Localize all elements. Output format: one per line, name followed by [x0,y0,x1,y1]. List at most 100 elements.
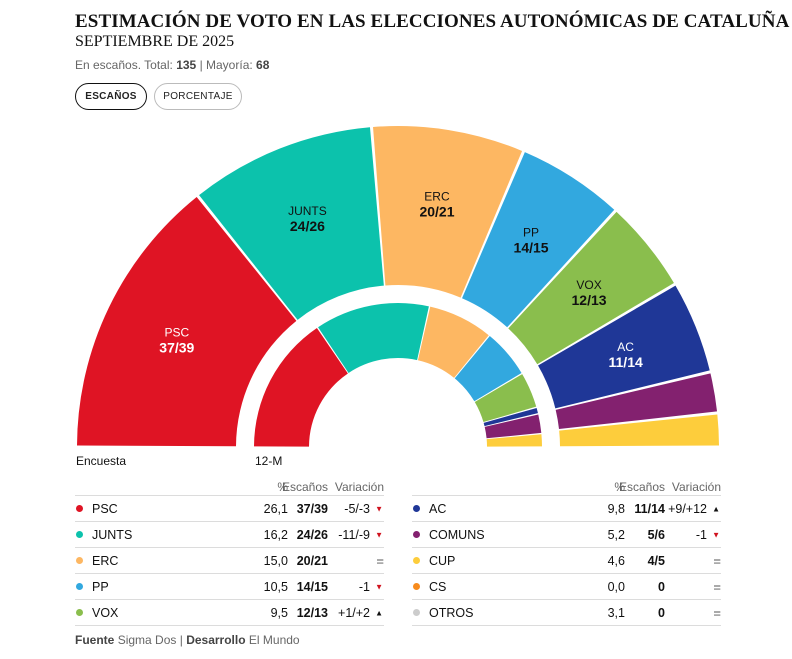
party-seats: 12/13 [296,605,328,620]
table-row: PSC 26,1 37/39 -5/-3 ▼ [75,495,384,521]
header-pct: % [277,479,288,494]
party-name: ERC [92,553,119,568]
party-color-dot [413,531,420,538]
trend-up-icon: ▲ [375,608,383,617]
outer-segment-ac[interactable] [538,285,710,409]
trend-equal-icon: = [713,579,721,594]
seg-party-label-psc: PSC [164,325,189,339]
outer-segment-junts[interactable] [199,127,384,320]
trend-up-icon: ▲ [712,504,720,513]
party-percent: 3,1 [607,605,625,620]
party-color-dot [413,505,420,512]
party-variation: +1/+2 [338,605,370,620]
seg-seats-label-pp: 14/15 [514,240,549,256]
party-color-dot [76,583,83,590]
table-row: AC 9,8 11/14 +9/+12 ▲ [412,495,721,521]
seg-seats-label-junts: 24/26 [290,218,325,234]
party-percent: 15,0 [263,553,288,568]
party-percent: 4,6 [607,553,625,568]
seg-seats-label-ac: 11/14 [609,354,643,370]
header-seats: Escaños [281,479,328,494]
table-row: OTROS 3,1 0 = [412,599,721,626]
seg-seats-label-vox: 12/13 [572,292,607,308]
inner-segment-ac[interactable] [483,407,538,427]
chart-footer: Fuente Sigma Dos | Desarrollo El Mundo [75,633,300,647]
header-pct: % [614,479,625,494]
party-seats: 14/15 [296,579,328,594]
party-seats: 0 [658,605,665,620]
party-percent: 9,8 [607,501,625,516]
summary-total-value: 135 [176,58,197,72]
table-row: CUP 4,6 4/5 = [412,547,721,573]
party-name: OTROS [429,605,474,620]
party-color-dot [76,531,83,538]
inner-segment-erc[interactable] [417,306,489,378]
seg-seats-label-erc: 20/21 [419,204,454,220]
party-name: PSC [92,501,118,516]
outer-segment-psc[interactable] [77,196,297,447]
summary-total-label: En escaños. Total: [75,58,173,72]
trend-equal-icon: = [376,553,384,568]
outer-segment-vox[interactable] [508,211,674,365]
trend-down-icon: ▼ [712,530,720,539]
inner-segment-comuns[interactable] [484,414,542,439]
outer-segment-pp[interactable] [462,152,615,328]
inner-segment-junts[interactable] [318,303,429,373]
trend-down-icon: ▼ [375,582,383,591]
header-variation: Variación [671,479,721,494]
party-seats: 37/39 [296,501,328,516]
outer-segment-comuns[interactable] [555,373,718,430]
party-name: AC [429,501,447,516]
party-color-dot [413,609,420,616]
trend-down-icon: ▼ [375,530,383,539]
party-name: PP [92,579,109,594]
table-row: VOX 9,5 12/13 +1/+2 ▲ [75,599,384,626]
outer-segment-erc[interactable] [373,126,523,298]
outer-segment-cup[interactable] [559,414,719,447]
party-percent: 10,5 [263,579,288,594]
chart-title: ESTIMACIÓN DE VOTO EN LAS ELECCIONES AUT… [75,11,790,32]
party-seats: 24/26 [296,527,328,542]
outer-ring-caption: Encuesta [76,454,127,468]
party-seats: 4/5 [647,553,665,568]
party-seats: 0 [658,579,665,594]
inner-ring-caption: 12-M [255,454,283,468]
results-table-right: % Escaños Variación AC 9,8 11/14 +9/+12 ▲ COM… [412,478,721,626]
seg-party-label-vox: VOX [576,278,601,292]
party-name: CS [429,579,447,594]
footer-separator: | [179,633,183,647]
developer-value: El Mundo [248,633,300,647]
toggle-seats-button[interactable]: ESCAÑOS [75,83,147,110]
seg-party-label-junts: JUNTS [288,204,327,218]
trend-down-icon: ▼ [375,504,383,513]
seats-summary: En escaños. Total: 135 | Mayoría: 68 [75,58,269,72]
seg-party-label-pp: PP [523,226,539,240]
summary-majority-label: | Mayoría: [199,58,253,72]
party-variation: -5/-3 [344,501,370,516]
toggle-percent-button[interactable]: PORCENTAJE [154,83,242,110]
party-name: CUP [429,553,456,568]
inner-segment-pp[interactable] [454,336,522,402]
party-color-dot [413,583,420,590]
trend-equal-icon: = [713,553,721,568]
party-variation: +9/+12 [668,501,707,516]
source-label: Fuente [75,633,115,647]
table-row: JUNTS 16,2 24/26 -11/-9 ▼ [75,521,384,547]
inner-segment-vox[interactable] [474,374,537,423]
party-percent: 9,5 [270,605,288,620]
party-name: JUNTS [92,527,133,542]
party-percent: 5,2 [607,527,625,542]
inner-segment-cup[interactable] [486,434,542,447]
party-percent: 0,0 [607,579,625,594]
table-header: % Escaños Variación [75,478,384,495]
party-name: VOX [92,605,119,620]
results-table-left: % Escaños Variación PSC 26,1 37/39 -5/-3 ▼ JU… [75,478,384,626]
source-value: Sigma Dos [117,633,177,647]
party-seats: 20/21 [296,553,328,568]
header-seats: Escaños [618,479,665,494]
table-row: ERC 15,0 20/21 = [75,547,384,573]
inner-segment-psc[interactable] [254,328,348,447]
trend-equal-icon: = [713,605,721,620]
party-color-dot [76,609,83,616]
